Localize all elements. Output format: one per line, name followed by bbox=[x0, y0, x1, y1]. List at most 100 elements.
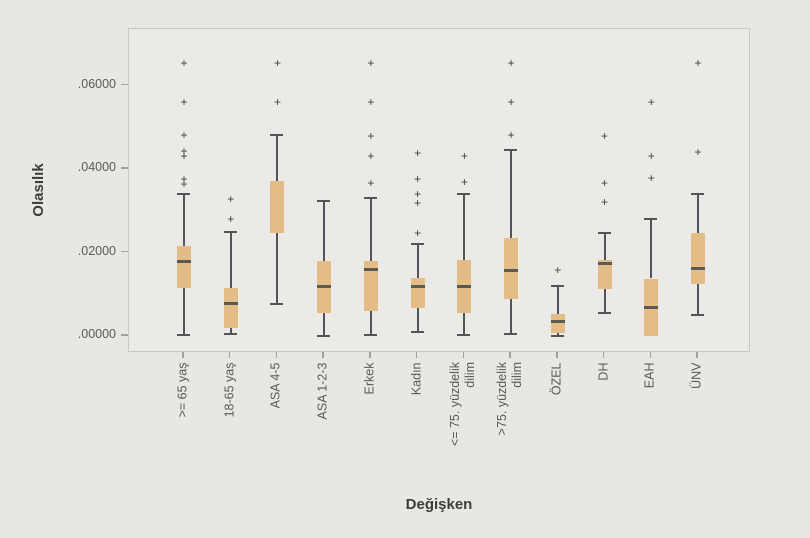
upper-whisker-cap bbox=[363, 197, 377, 200]
upper-whisker-cap bbox=[177, 192, 190, 195]
upper-whisker-cap bbox=[644, 217, 658, 220]
upper-whisker-line bbox=[369, 198, 372, 261]
box bbox=[363, 261, 378, 311]
lower-whisker-cap bbox=[317, 334, 331, 337]
lower-whisker-cap bbox=[550, 334, 564, 337]
x-tick-label: ASA 1-2-3 bbox=[315, 362, 330, 419]
x-tick-label: ASA 4-5 bbox=[268, 362, 283, 408]
lower-whisker-line bbox=[416, 308, 419, 332]
upper-whisker-cap bbox=[317, 199, 331, 202]
lower-whisker-line bbox=[696, 283, 699, 316]
outlier-marker: + bbox=[554, 263, 562, 278]
lower-whisker-line bbox=[229, 327, 232, 334]
x-tick-label: Erkek bbox=[362, 362, 377, 394]
median-line bbox=[457, 284, 472, 288]
box bbox=[597, 260, 612, 289]
outlier-marker: + bbox=[694, 55, 702, 70]
x-tick-label: 18-65 yaş bbox=[222, 362, 237, 417]
median-line bbox=[644, 306, 659, 310]
median-line bbox=[690, 266, 705, 270]
outlier-marker: + bbox=[414, 226, 422, 241]
lower-whisker-cap bbox=[690, 314, 704, 317]
box bbox=[410, 278, 425, 309]
median-line bbox=[597, 261, 612, 265]
outlier-marker: + bbox=[180, 143, 188, 158]
outlier-marker: + bbox=[227, 192, 235, 207]
outlier-marker: + bbox=[647, 148, 655, 163]
x-tick-mark bbox=[322, 352, 324, 358]
x-tick-mark bbox=[462, 352, 465, 358]
upper-whisker-line bbox=[650, 218, 653, 279]
lower-whisker-cap bbox=[223, 332, 237, 335]
upper-whisker-cap bbox=[410, 242, 424, 245]
outlier-marker: + bbox=[414, 186, 422, 201]
outlier-marker: + bbox=[601, 128, 609, 143]
box bbox=[223, 287, 238, 328]
lower-whisker-line bbox=[323, 312, 326, 336]
upper-whisker-line bbox=[696, 194, 699, 234]
upper-whisker-cap bbox=[597, 232, 611, 235]
median-line bbox=[177, 259, 191, 263]
x-tick-label: ÖZEL bbox=[549, 362, 564, 395]
lower-whisker-cap bbox=[457, 334, 471, 337]
box bbox=[550, 313, 565, 333]
outlier-marker: + bbox=[460, 174, 468, 189]
lower-whisker-line bbox=[369, 311, 372, 336]
x-tick-mark bbox=[696, 352, 698, 358]
upper-whisker-line bbox=[463, 193, 466, 261]
outlier-marker: + bbox=[180, 148, 188, 163]
x-axis-title: Değişken bbox=[405, 496, 473, 513]
outlier-marker: + bbox=[273, 94, 281, 109]
x-tick-mark bbox=[182, 352, 184, 358]
lower-whisker-cap bbox=[177, 334, 190, 337]
outlier-marker: + bbox=[507, 94, 515, 109]
x-tick-mark bbox=[228, 352, 231, 358]
lower-whisker-cap bbox=[597, 312, 611, 315]
box bbox=[177, 246, 191, 289]
outlier-marker: + bbox=[694, 144, 702, 159]
lower-whisker-line bbox=[463, 312, 466, 336]
upper-whisker-line bbox=[603, 233, 606, 261]
lower-whisker-line bbox=[183, 288, 185, 336]
outlier-marker: + bbox=[507, 56, 515, 71]
outlier-marker: + bbox=[180, 176, 188, 191]
outlier-marker: + bbox=[601, 194, 609, 209]
outlier-marker: + bbox=[367, 176, 375, 191]
lower-whisker-line bbox=[603, 288, 606, 314]
plot-area: + + + + + + + + + + + + + + + + + + + + + + + + + + + + + + + + + + + bbox=[128, 28, 750, 352]
outlier-marker: + bbox=[273, 56, 281, 71]
y-tick-mark bbox=[121, 250, 128, 253]
x-tick-label: Kadın bbox=[409, 362, 424, 395]
outlier-marker: + bbox=[414, 171, 422, 186]
outlier-marker: + bbox=[507, 128, 515, 143]
outlier-marker: + bbox=[227, 211, 235, 226]
y-tick-mark bbox=[121, 83, 128, 86]
outlier-marker: + bbox=[367, 148, 375, 163]
x-tick-mark bbox=[369, 352, 371, 358]
upper-whisker-line bbox=[556, 286, 559, 314]
upper-whisker-cap bbox=[223, 230, 237, 233]
upper-whisker-cap bbox=[504, 149, 518, 152]
y-axis-title: Olasılık bbox=[30, 163, 47, 217]
upper-whisker-line bbox=[229, 231, 232, 288]
outlier-marker: + bbox=[414, 146, 422, 161]
y-tick-label: .02000 bbox=[77, 243, 116, 258]
outlier-marker: + bbox=[367, 56, 375, 71]
x-tick-mark bbox=[649, 352, 652, 358]
x-tick-label: DH bbox=[596, 362, 611, 381]
x-tick-label: ÜNV bbox=[689, 362, 704, 389]
y-tick-label: .06000 bbox=[77, 76, 116, 91]
x-tick-mark bbox=[602, 352, 605, 358]
x-tick-label: <= 75. yüzdelik dilim bbox=[448, 362, 478, 447]
box bbox=[504, 238, 519, 299]
median-line bbox=[363, 267, 378, 271]
outlier-marker: + bbox=[180, 128, 188, 143]
upper-whisker-cap bbox=[690, 193, 704, 196]
x-tick-mark bbox=[275, 352, 278, 358]
y-tick-mark bbox=[121, 334, 128, 336]
x-tick-mark bbox=[509, 352, 511, 358]
outlier-marker: + bbox=[367, 94, 375, 109]
outlier-marker: + bbox=[647, 94, 655, 109]
box bbox=[690, 233, 705, 284]
outlier-marker: + bbox=[647, 170, 655, 185]
